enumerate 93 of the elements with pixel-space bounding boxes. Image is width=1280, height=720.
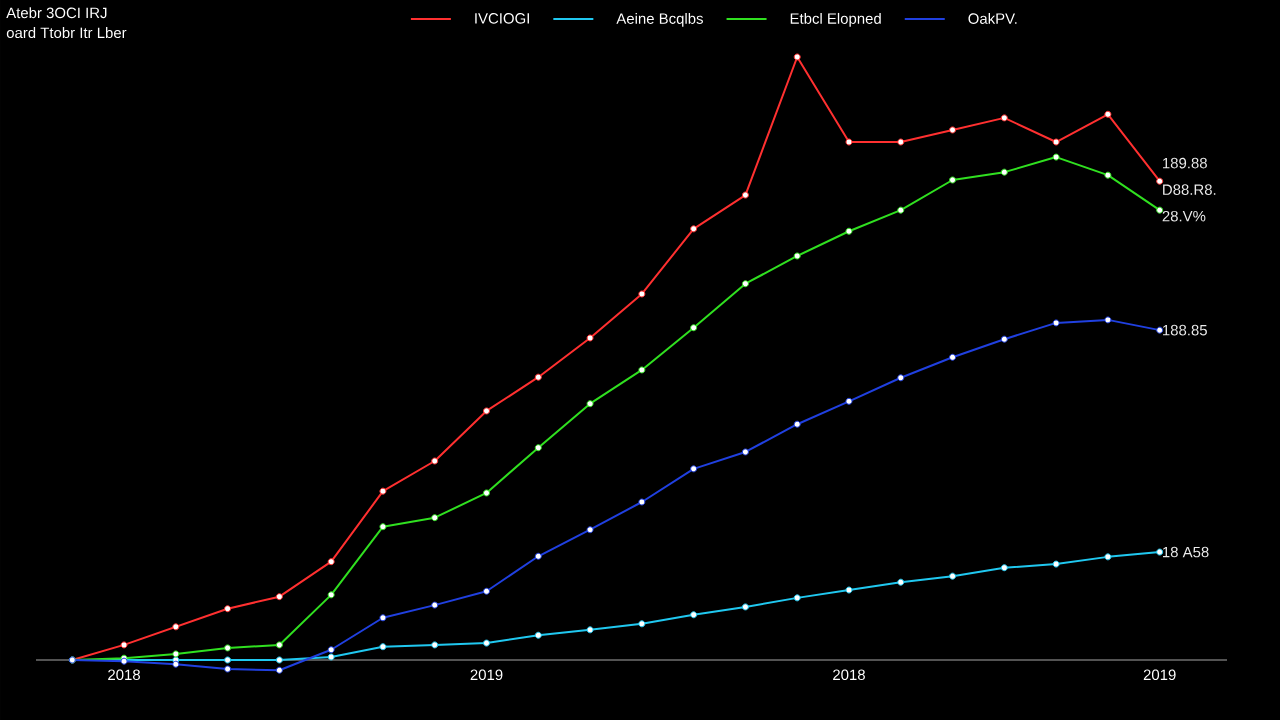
point	[741, 280, 749, 288]
point	[431, 601, 439, 609]
point	[793, 53, 801, 61]
point	[793, 594, 801, 602]
point	[638, 620, 646, 628]
point	[1156, 206, 1164, 214]
point	[586, 334, 594, 342]
point	[275, 656, 283, 664]
point	[431, 457, 439, 465]
point	[483, 489, 491, 497]
legend-label: OakPV.	[968, 12, 1017, 24]
annotation: D88.R8.	[1163, 184, 1216, 195]
point	[897, 578, 905, 586]
chart-subtitle: oard Ttobr Itr Lber	[6, 27, 127, 39]
point	[327, 558, 335, 566]
point	[1052, 560, 1060, 568]
point	[431, 641, 439, 649]
x-tick-label: 2018	[108, 669, 140, 681]
point	[1052, 319, 1060, 327]
point	[483, 587, 491, 595]
point	[638, 498, 646, 506]
point	[224, 605, 232, 613]
legend-label: IVCIOGI	[475, 13, 529, 24]
point	[1000, 335, 1008, 343]
point	[534, 552, 542, 560]
point	[1104, 171, 1112, 179]
point	[586, 626, 594, 634]
point	[845, 138, 853, 146]
point	[534, 444, 542, 452]
point	[431, 514, 439, 522]
point	[845, 397, 853, 405]
point	[793, 252, 801, 260]
point	[949, 572, 957, 580]
legend-label: Aeine Bcqlbs	[616, 12, 703, 27]
point	[224, 656, 232, 664]
point	[1000, 168, 1008, 176]
point	[1052, 153, 1060, 161]
point	[379, 614, 387, 622]
point	[949, 176, 957, 184]
point	[172, 650, 180, 658]
point	[120, 641, 128, 649]
point	[586, 526, 594, 534]
point	[690, 225, 698, 233]
point	[224, 644, 232, 652]
point	[897, 138, 905, 146]
point	[741, 448, 749, 456]
annotation: 189.88	[1163, 157, 1207, 169]
point	[690, 465, 698, 473]
legend-label: Etbcl Elopned	[790, 12, 881, 27]
point	[172, 623, 180, 631]
point	[1104, 316, 1112, 324]
annotation: 28.V%	[1162, 210, 1206, 222]
x-tick-label: 2018	[833, 669, 865, 681]
point	[275, 593, 283, 601]
point	[327, 646, 335, 654]
point	[1052, 138, 1060, 146]
point	[949, 126, 957, 134]
point	[1104, 553, 1112, 561]
point	[741, 191, 749, 199]
chart-title: Atebr 3OCI IRJ	[6, 7, 107, 19]
point	[1104, 110, 1112, 118]
annotation: 18 A58	[1163, 546, 1209, 558]
point	[534, 631, 542, 639]
point	[534, 373, 542, 381]
point	[741, 603, 749, 611]
point	[845, 227, 853, 235]
point	[1000, 564, 1008, 572]
point	[845, 586, 853, 594]
point	[172, 660, 180, 668]
point	[224, 665, 232, 673]
x-tick-label: 2019	[1143, 669, 1176, 681]
point	[379, 487, 387, 495]
point	[1156, 177, 1164, 185]
point	[1000, 114, 1008, 122]
point	[379, 643, 387, 651]
point	[793, 420, 801, 428]
point	[483, 407, 491, 415]
point	[638, 366, 646, 374]
point	[690, 324, 698, 332]
point	[638, 290, 646, 298]
point	[690, 611, 698, 619]
point	[897, 374, 905, 382]
point	[483, 639, 491, 647]
point	[949, 353, 957, 361]
x-tick-label: 2019	[470, 669, 503, 681]
point	[327, 591, 335, 599]
point	[897, 206, 905, 214]
point	[379, 523, 387, 531]
annotation: 188.85	[1163, 324, 1207, 336]
point	[327, 653, 335, 661]
point	[275, 641, 283, 649]
point	[275, 666, 283, 674]
point	[586, 400, 594, 408]
